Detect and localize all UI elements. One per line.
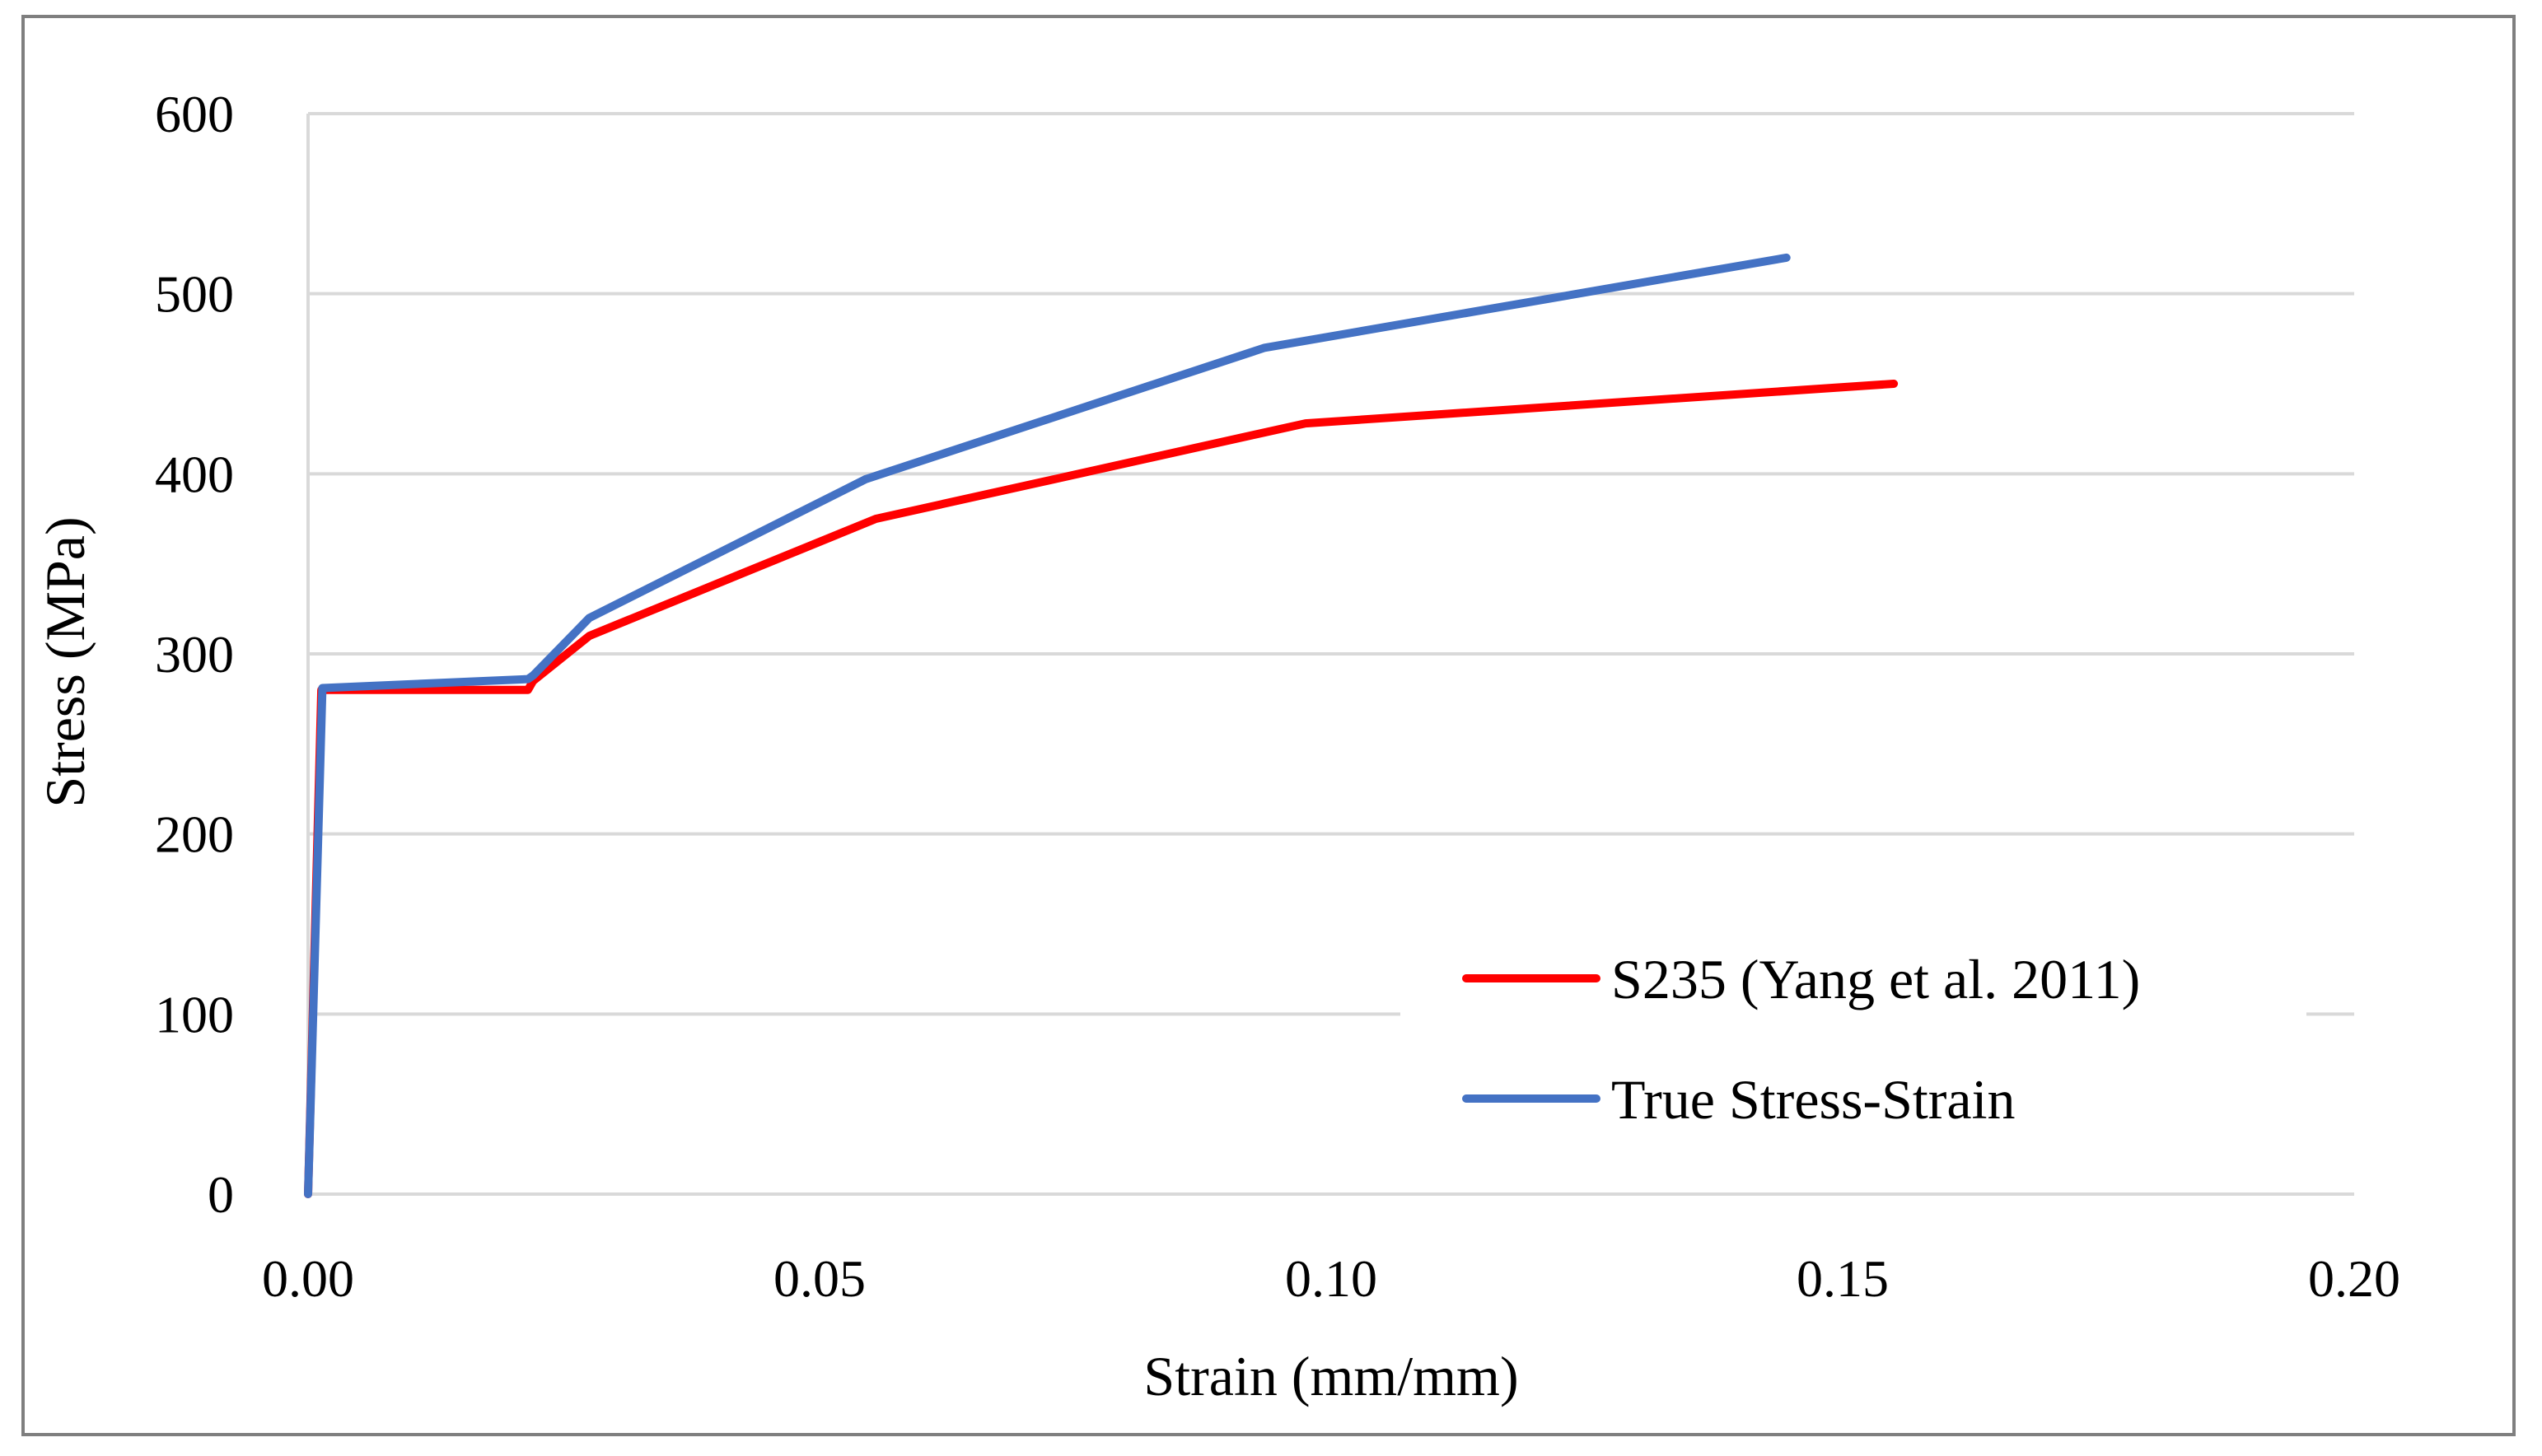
y-tick-label: 600 (155, 85, 234, 143)
x-tick-label: 0.05 (773, 1249, 866, 1308)
y-axis-title: Stress (MPa) (34, 516, 96, 807)
series-lines (304, 253, 1899, 1198)
legend-background (1400, 922, 2306, 1169)
x-axis-title: Strain (mm/mm) (1143, 1345, 1518, 1407)
y-tick-label: 0 (208, 1165, 234, 1224)
series-line-true-stress-strain (304, 253, 1791, 1198)
y-tick-label: 200 (155, 805, 234, 864)
x-tick-label: 0.10 (1285, 1249, 1377, 1308)
x-tick-label: 0.00 (262, 1249, 354, 1308)
y-tick-labels: 0 100 200 300 400 500 600 (155, 85, 234, 1224)
x-tick-label: 0.15 (1797, 1249, 1889, 1308)
legend: S235 (Yang et al. 2011) True Stress-Stra… (1400, 922, 2306, 1169)
legend-label-s235: S235 (Yang et al. 2011) (1611, 948, 2140, 1010)
y-tick-label: 300 (155, 625, 234, 684)
y-tick-label: 100 (155, 985, 234, 1043)
x-tick-label: 0.20 (2308, 1249, 2400, 1308)
x-tick-labels: 0.00 0.05 0.10 0.15 0.20 (262, 1249, 2400, 1308)
chart-frame (21, 15, 2516, 1436)
y-tick-label: 400 (155, 445, 234, 503)
y-tick-label: 500 (155, 265, 234, 324)
legend-label-true-stress-strain: True Stress-Strain (1611, 1068, 2016, 1131)
